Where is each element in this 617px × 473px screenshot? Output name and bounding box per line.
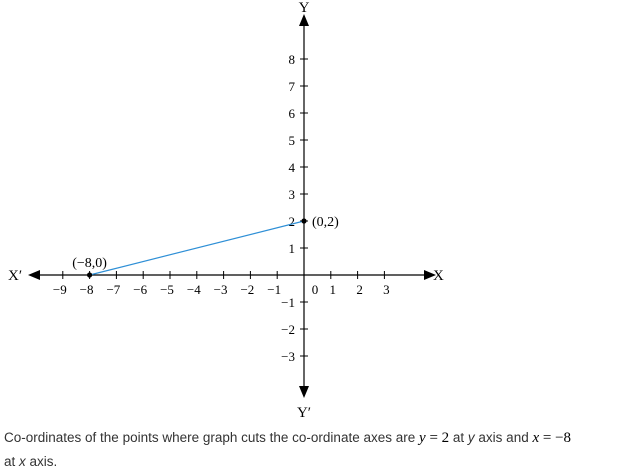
x-axis-label: X — [433, 268, 444, 284]
y-axis-up-arrow — [299, 14, 309, 26]
origin-label: 0 — [312, 282, 319, 297]
y-tick-label: 4 — [289, 160, 296, 175]
eq-value-minus-8: = −8 — [539, 430, 572, 446]
caption-text-1: Co-ordinates of the points where graph c… — [4, 430, 416, 445]
equation-y-equals-2: y = 2 — [419, 430, 449, 446]
y-axis-negative-label: Y′ — [297, 405, 311, 421]
caption-text-2: at — [449, 430, 468, 445]
x-tick-label: −6 — [133, 282, 147, 297]
caption-axis-y: y — [467, 430, 475, 445]
y-axis-label: Y — [299, 0, 310, 16]
caption-axis-x: x — [19, 454, 26, 469]
y-tick-label: 6 — [289, 106, 296, 121]
x-tick-label: −8 — [80, 282, 94, 297]
x-axis-left-arrow — [28, 270, 40, 280]
x-axis-negative-label: X′ — [8, 268, 22, 284]
y-tick-label: −2 — [281, 322, 295, 337]
x-tick-label: −2 — [240, 282, 254, 297]
x-tick-label: −3 — [214, 282, 228, 297]
equation-x-equals-minus-8: x = −8 — [532, 430, 571, 446]
x-tick-label: 3 — [383, 282, 390, 297]
eq-value-2: = 2 — [425, 430, 450, 446]
caption: Co-ordinates of the points where graph c… — [4, 426, 612, 473]
eq-variable-x: x — [532, 430, 540, 446]
y-tick-label: 5 — [289, 133, 296, 148]
caption-text-4: at — [4, 454, 20, 469]
x-tick-label: −5 — [160, 282, 174, 297]
x-tick-label: 2 — [356, 282, 363, 297]
data-point-label: (−8,0) — [72, 256, 107, 271]
data-point — [301, 218, 307, 224]
y-tick-label: 7 — [289, 79, 296, 94]
x-tick-label: −9 — [53, 282, 67, 297]
x-tick-label: 1 — [330, 282, 337, 297]
data-point — [87, 272, 93, 278]
y-tick-label: −1 — [281, 295, 295, 310]
y-tick-label: −3 — [281, 349, 295, 364]
x-tick-label: −7 — [106, 282, 120, 297]
coordinate-plane: X′ XYY′−9 −8 −7 −6 −5 −4 −3 −2 −1 1 2 3012345678−1−2… — [8, 0, 444, 421]
caption-text-5: axis. — [25, 454, 58, 469]
data-point-label: (0,2) — [312, 215, 339, 230]
caption-text-3: axis and — [474, 430, 533, 445]
y-tick-label: 1 — [289, 241, 296, 256]
y-tick-label: 3 — [289, 187, 296, 202]
graph-line — [89, 220, 305, 276]
eq-variable-y: y — [419, 430, 426, 446]
y-tick-label: 8 — [289, 52, 296, 67]
y-axis-down-arrow — [299, 386, 309, 398]
x-axis-right-arrow — [424, 270, 436, 280]
y-tick-label: 2 — [289, 214, 296, 229]
x-tick-label: −4 — [187, 282, 201, 297]
x-tick-label: −1 — [267, 282, 281, 297]
